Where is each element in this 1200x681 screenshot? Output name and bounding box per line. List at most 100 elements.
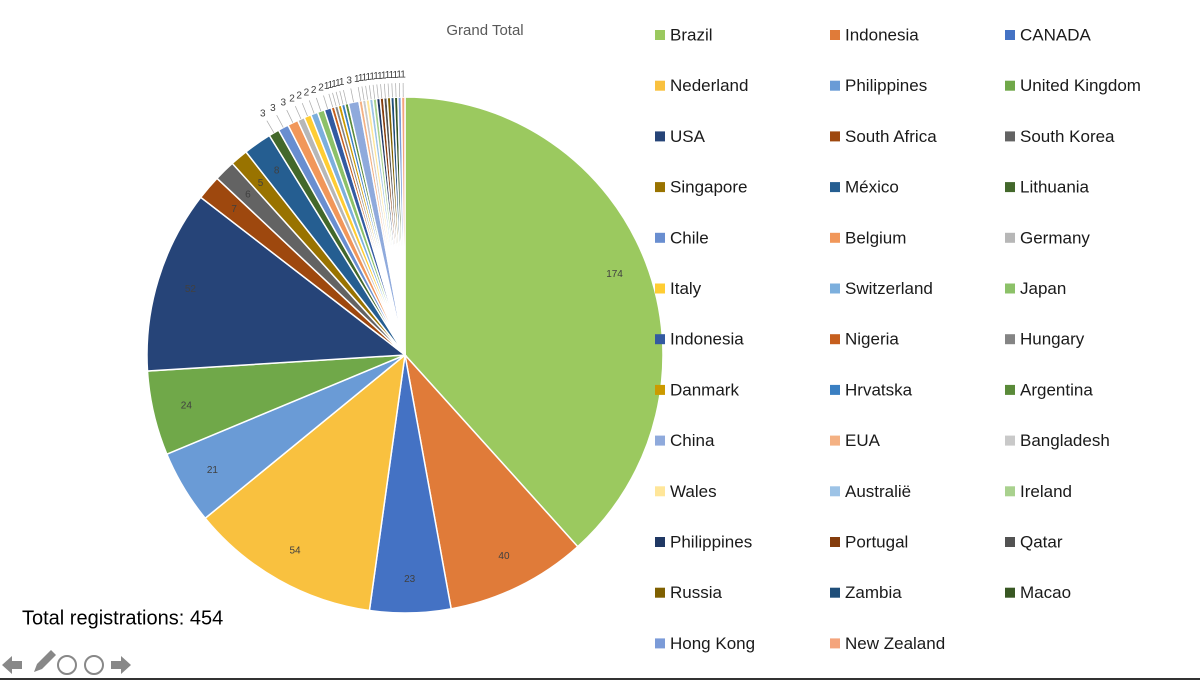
data-label: 2 xyxy=(289,93,295,104)
legend-label: Portugal xyxy=(845,532,908,551)
legend-swatch xyxy=(1005,587,1015,598)
legend-label: Hong Kong xyxy=(670,634,755,653)
data-label: 6 xyxy=(245,189,251,200)
leader-line xyxy=(332,92,337,107)
legend-swatch xyxy=(830,486,840,497)
data-label: 3 xyxy=(346,75,352,86)
legend-swatch xyxy=(655,232,665,243)
legend-label: USA xyxy=(670,127,706,146)
legend-label: Qatar xyxy=(1020,532,1063,551)
legend-label: Italy xyxy=(670,279,702,298)
leader-line xyxy=(350,88,354,103)
legend-label: South Korea xyxy=(1020,127,1115,146)
leader-line xyxy=(365,85,368,100)
leader-line xyxy=(308,100,315,114)
legend-swatch xyxy=(1005,131,1015,142)
data-label: 1 xyxy=(377,71,383,82)
data-label: 1 xyxy=(393,70,399,81)
data-label: 2 xyxy=(311,85,317,96)
legend-swatch xyxy=(830,537,840,547)
nav-icons[interactable] xyxy=(2,650,131,675)
legend-swatch xyxy=(1005,283,1015,294)
data-label: 54 xyxy=(289,545,301,556)
legend-label: United Kingdom xyxy=(1020,76,1141,95)
total-text: Total registrations: 454 xyxy=(22,607,223,629)
leader-line xyxy=(380,84,383,99)
data-label: 1 xyxy=(331,79,337,90)
data-label: 23 xyxy=(404,574,416,585)
legend-swatch xyxy=(655,283,665,294)
legend-swatch xyxy=(1005,486,1015,497)
leader-line xyxy=(391,83,393,98)
leader-line xyxy=(368,85,372,100)
legend-swatch xyxy=(830,131,840,142)
data-label: 3 xyxy=(280,97,286,108)
data-label: 1 xyxy=(339,77,345,88)
legend-swatch xyxy=(830,80,840,91)
leader-line xyxy=(323,95,328,109)
data-label: 1 xyxy=(358,73,364,84)
data-label: 1 xyxy=(389,70,395,81)
legend-label: South Africa xyxy=(845,127,937,146)
legend-swatch xyxy=(655,30,665,40)
data-label: 1 xyxy=(335,78,341,89)
legend-label: Hrvatska xyxy=(845,380,913,399)
legend-swatch xyxy=(1005,80,1015,91)
legend-swatch xyxy=(1005,435,1015,446)
next-icon[interactable] xyxy=(111,656,131,674)
leader-line xyxy=(361,86,365,101)
leader-line xyxy=(276,115,284,128)
view-icon[interactable] xyxy=(57,655,77,675)
legend-label: Lithuania xyxy=(1020,178,1090,197)
legend-label: Indonesia xyxy=(845,25,919,44)
legend-label: Wales xyxy=(670,482,717,501)
data-label: 1 xyxy=(362,73,368,84)
legend-label: Philippines xyxy=(670,532,752,551)
legend-swatch xyxy=(830,435,840,446)
legend-swatch xyxy=(1005,384,1015,395)
legend-label: Bangladesh xyxy=(1020,431,1110,450)
legend-label: Ireland xyxy=(1020,482,1072,501)
legend-label: Chile xyxy=(670,228,709,247)
legend-swatch xyxy=(830,638,840,649)
data-label: 7 xyxy=(231,204,237,215)
legend-swatch xyxy=(655,131,665,142)
legend-label: Nederland xyxy=(670,76,748,95)
data-label: 24 xyxy=(181,400,193,411)
data-label: 1 xyxy=(381,70,387,81)
leader-line xyxy=(294,105,302,120)
legend-label: México xyxy=(845,178,899,197)
data-label: 3 xyxy=(260,108,266,119)
data-label: 52 xyxy=(185,284,197,295)
leader-line xyxy=(266,120,275,133)
legend-swatch xyxy=(830,30,840,40)
data-label: 1 xyxy=(324,81,330,92)
legend-swatch xyxy=(655,638,665,649)
legend-swatch xyxy=(1005,182,1015,193)
leader-line xyxy=(387,83,390,98)
legend-label: Singapore xyxy=(670,178,748,197)
data-label: 1 xyxy=(385,70,391,81)
legend-swatch xyxy=(1005,537,1015,547)
legend-swatch xyxy=(655,80,665,91)
pie-slice xyxy=(404,96,664,548)
data-label: 1 xyxy=(396,70,402,81)
legend-label: Macao xyxy=(1020,583,1071,602)
data-label: 1 xyxy=(373,71,379,82)
legend-swatch xyxy=(655,587,665,598)
leader-line xyxy=(383,83,386,98)
data-label: 2 xyxy=(318,83,324,94)
pie-slice xyxy=(146,196,408,372)
pen-icon[interactable] xyxy=(34,650,56,672)
leader-line xyxy=(328,93,334,108)
data-label: 1 xyxy=(328,80,334,91)
legend-swatch xyxy=(1005,232,1015,243)
legend-label: CANADA xyxy=(1020,25,1092,44)
legend-swatch xyxy=(830,283,840,294)
legend-label: Japan xyxy=(1020,279,1066,298)
data-label: 1 xyxy=(369,72,375,83)
legend-swatch xyxy=(655,182,665,193)
prev-icon[interactable] xyxy=(2,656,22,674)
legend-label: Australië xyxy=(845,482,911,501)
more-icon[interactable] xyxy=(84,655,104,675)
